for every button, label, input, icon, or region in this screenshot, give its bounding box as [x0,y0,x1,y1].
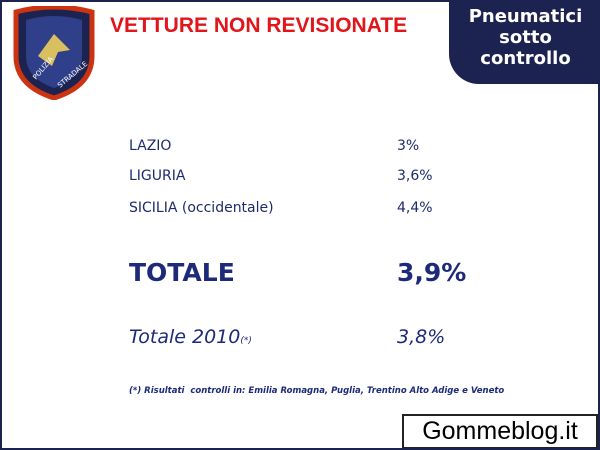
watermark: Gommeblog.it [402,414,598,448]
previous-text: Totale 2010 [129,326,241,348]
previous-value: 3,8% [397,326,446,348]
row-value: 3,6% [397,168,433,184]
title: VETTURE NON REVISIONATE [110,14,408,37]
row-value: 4,4% [397,200,433,216]
brand-line: controllo [480,48,571,69]
row-label: SICILIA (occidentale) [129,200,274,216]
note-mark: (*) [240,336,252,346]
previous-label: Totale 2010(*) [129,326,252,348]
brand-line: sotto [499,27,552,48]
row-value: 3% [397,138,420,154]
row-label: LAZIO [129,138,172,154]
total-label: TOTALE [129,258,235,287]
brand-box: Pneumatici sotto controllo [449,2,598,84]
badge: POLIZIA STRADALE [13,6,95,100]
row-label: LIGURIA [129,168,186,184]
brand-line: Pneumatici [468,6,583,27]
footnote: (*) Risultati controlli in: Emilia Romag… [129,386,505,396]
total-value: 3,9% [397,258,467,287]
